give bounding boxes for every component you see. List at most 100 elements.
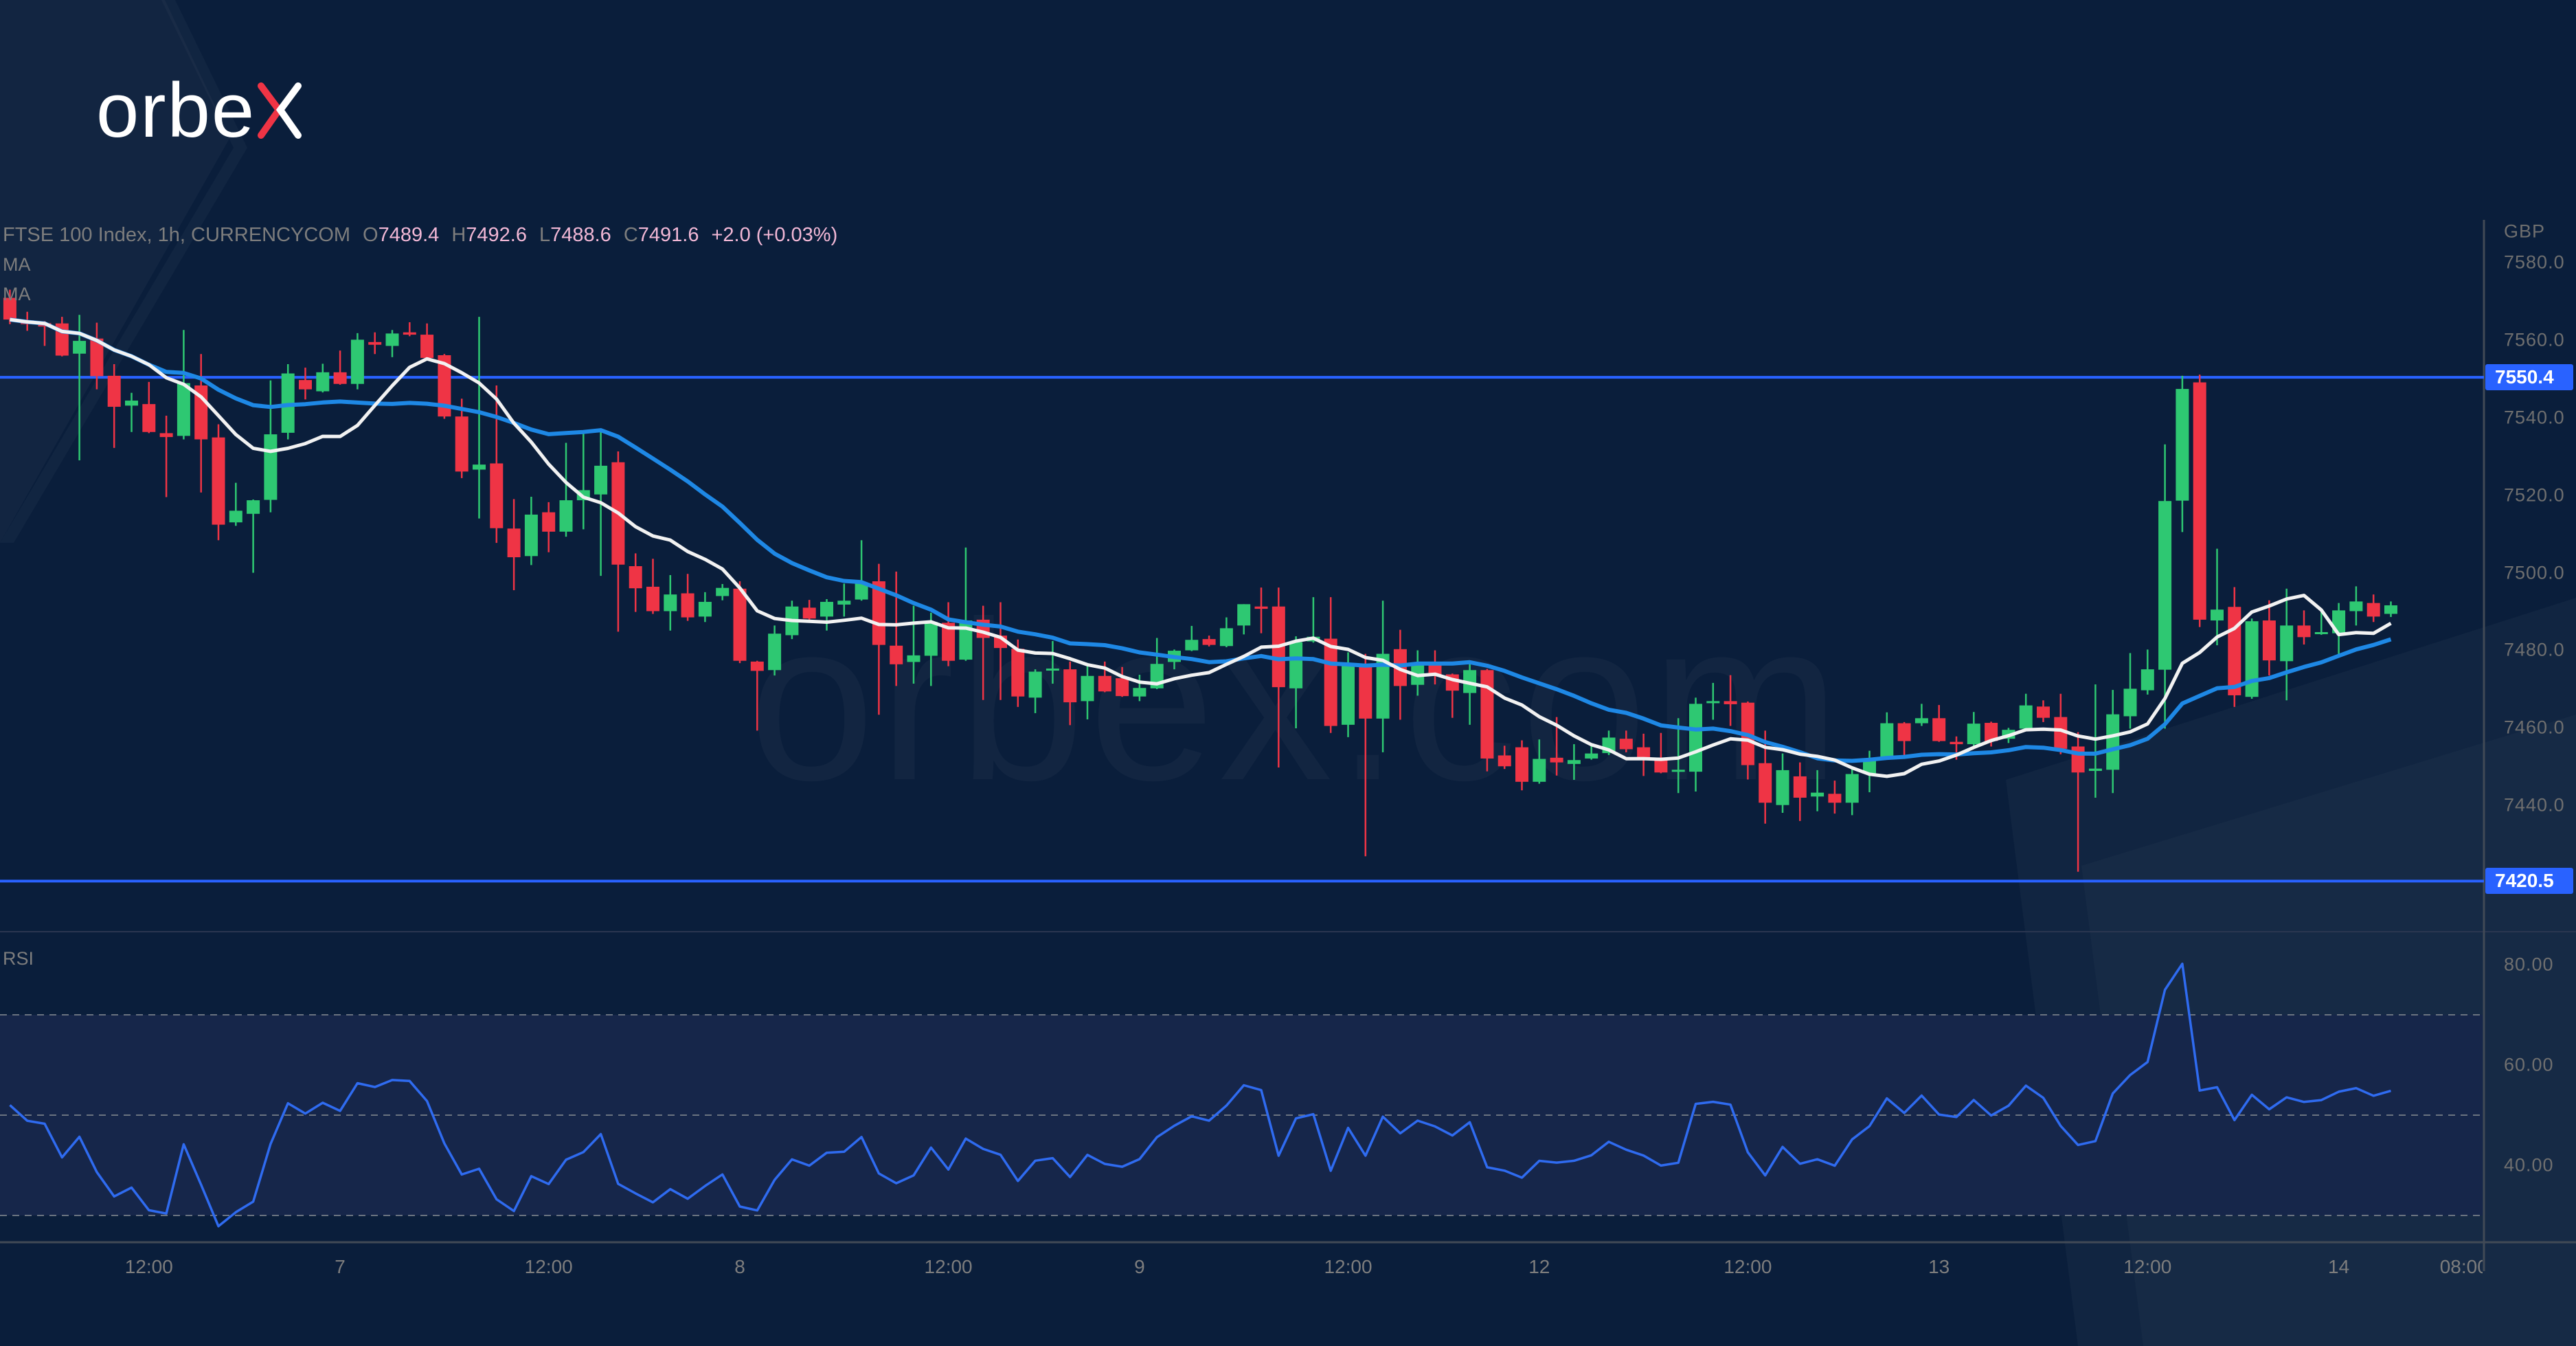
candle-body xyxy=(2384,605,2397,614)
candle-body xyxy=(855,582,868,600)
candle xyxy=(2297,610,2311,645)
candle xyxy=(2123,653,2137,729)
candle xyxy=(2349,586,2363,626)
candle-body xyxy=(2037,706,2050,718)
candle xyxy=(2262,600,2276,676)
candle-body xyxy=(2211,609,2224,621)
candle xyxy=(1637,733,1651,776)
candle-body xyxy=(1515,747,1528,782)
candle-body xyxy=(490,463,504,528)
candle xyxy=(576,431,590,530)
candle xyxy=(750,660,764,731)
candle-body xyxy=(1759,763,1772,803)
candle-body xyxy=(1046,669,1059,671)
candle xyxy=(229,482,242,526)
time-tick-label: 08:00 xyxy=(2439,1256,2483,1277)
candle xyxy=(1081,664,1094,719)
candle-body xyxy=(2280,625,2294,662)
candle xyxy=(524,496,538,565)
candle-body xyxy=(1776,770,1789,805)
candle xyxy=(1533,739,1546,784)
candle-body xyxy=(1637,747,1651,758)
candle xyxy=(1828,781,1842,814)
candle-body xyxy=(2019,705,2033,729)
candle-body xyxy=(385,333,399,346)
ma-fast-line xyxy=(10,317,2392,778)
candle-body xyxy=(1845,774,1859,803)
indicator-label-rsi[interactable]: RSI xyxy=(3,948,34,969)
candle-body xyxy=(733,588,747,661)
candle-body xyxy=(872,581,885,645)
rsi-tick-label: 60.00 xyxy=(2504,1054,2554,1075)
price-tick-label: 7540.0 xyxy=(2504,407,2565,428)
candle xyxy=(55,317,69,357)
candle xyxy=(1028,669,1042,713)
candle-body xyxy=(1254,606,1268,609)
candle-body xyxy=(1533,759,1546,782)
candle-body xyxy=(1011,649,1025,697)
candle-body xyxy=(1098,675,1111,692)
candle-body xyxy=(750,661,764,671)
close-value: 7491.6 xyxy=(637,224,699,246)
candle-body xyxy=(1585,753,1598,759)
candle-body xyxy=(1081,675,1094,702)
candle xyxy=(2054,693,2068,754)
candle xyxy=(942,602,956,666)
candle-body xyxy=(664,594,677,612)
candle xyxy=(1498,745,1511,770)
candle-body xyxy=(2349,601,2363,612)
candle-body xyxy=(1480,670,1494,759)
candle xyxy=(90,322,104,390)
candle xyxy=(2193,374,2206,627)
candle-body xyxy=(1828,794,1842,803)
candle-body xyxy=(2054,717,2068,749)
candle xyxy=(420,323,434,359)
rsi-tick-label: 80.00 xyxy=(2504,954,2554,975)
indicator-label-ma-2[interactable]: MA xyxy=(3,284,31,304)
level-price-badge: 7420.5 xyxy=(2485,868,2573,895)
candle-body xyxy=(524,514,538,557)
candle-body xyxy=(1202,639,1216,645)
time-tick-label: 12:00 xyxy=(2123,1256,2172,1277)
candle xyxy=(1237,604,1251,635)
indicator-label-ma-1[interactable]: MA xyxy=(3,254,31,275)
candle xyxy=(2280,588,2294,701)
time-tick-label: 12:00 xyxy=(124,1256,173,1277)
candle-body xyxy=(1724,701,1737,704)
low-value: 7488.6 xyxy=(550,224,611,246)
candle xyxy=(1776,753,1789,813)
candle-body xyxy=(2158,501,2172,670)
price-tick-label: 7480.0 xyxy=(2504,639,2565,660)
candle-body xyxy=(1289,642,1303,688)
candle-body xyxy=(1550,757,1563,763)
candle-body xyxy=(1185,640,1199,651)
candle-body xyxy=(159,433,173,438)
candle-body xyxy=(1932,718,1946,741)
candle-body xyxy=(1950,741,1963,745)
candle xyxy=(2037,700,2050,722)
candle xyxy=(1845,767,1859,816)
candle xyxy=(1515,740,1528,791)
candle xyxy=(107,363,121,448)
candle-body xyxy=(2297,625,2311,638)
candle-body xyxy=(1567,760,1581,764)
candle-body xyxy=(316,372,330,392)
candle xyxy=(1393,629,1407,720)
candle xyxy=(1185,625,1199,651)
candle xyxy=(2314,611,2328,635)
candle xyxy=(2211,548,2224,646)
candle-body xyxy=(1376,653,1390,719)
candle xyxy=(1133,675,1146,702)
candle xyxy=(976,605,990,700)
candle xyxy=(1359,653,1372,857)
candle xyxy=(681,574,694,621)
low-label: L xyxy=(539,224,551,246)
candle-body xyxy=(559,500,573,532)
candle xyxy=(2366,594,2380,622)
candle-body xyxy=(802,607,816,619)
candle xyxy=(1880,712,1894,760)
time-axis[interactable]: 12:00 7 12:00 8 12:00 9 12:00 12 12:00 13 12:00 14 0… xyxy=(0,1244,2483,1299)
candle xyxy=(646,559,659,614)
candle-body xyxy=(107,375,121,407)
